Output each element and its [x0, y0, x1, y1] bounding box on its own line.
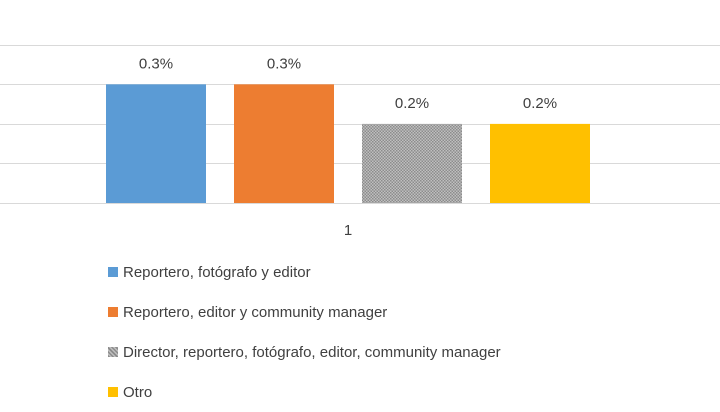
- bars: [106, 84, 590, 203]
- data-labels: 0.3% 0.3% 0.2% 0.2%: [139, 55, 557, 112]
- legend-item-1: Reportero, fotógrafo y editor: [108, 262, 501, 282]
- legend-label-1: Reportero, fotógrafo y editor: [123, 263, 311, 281]
- data-label-3: 0.2%: [395, 95, 429, 112]
- bar-2: [234, 84, 334, 203]
- x-tick-label-1: 1: [344, 222, 352, 239]
- legend-item-2: Reportero, editor y community manager: [108, 302, 501, 322]
- legend-swatch-1: [108, 267, 118, 277]
- legend-label-3: Director, reportero, fotógrafo, editor, …: [123, 343, 501, 361]
- x-axis-ticks: 1: [344, 222, 352, 239]
- bar-chart: 0.3% 0.3% 0.2% 0.2% 1: [0, 45, 720, 239]
- legend: Reportero, fotógrafo y editor Reportero, …: [108, 262, 501, 412]
- data-label-1: 0.3%: [139, 55, 173, 72]
- legend-swatch-3: [108, 347, 118, 357]
- data-label-4: 0.2%: [523, 95, 557, 112]
- bar-3: [362, 123, 462, 203]
- bar-1: [106, 84, 206, 203]
- legend-swatch-2: [108, 307, 118, 317]
- legend-swatch-4: [108, 387, 118, 397]
- legend-label-4: Otro: [123, 383, 153, 401]
- legend-item-3: Director, reportero, fotógrafo, editor, …: [108, 342, 501, 362]
- legend-item-4: Otro: [108, 382, 501, 402]
- legend-label-2: Reportero, editor y community manager: [123, 303, 388, 321]
- bar-4: [490, 123, 590, 203]
- data-label-2: 0.3%: [267, 55, 301, 72]
